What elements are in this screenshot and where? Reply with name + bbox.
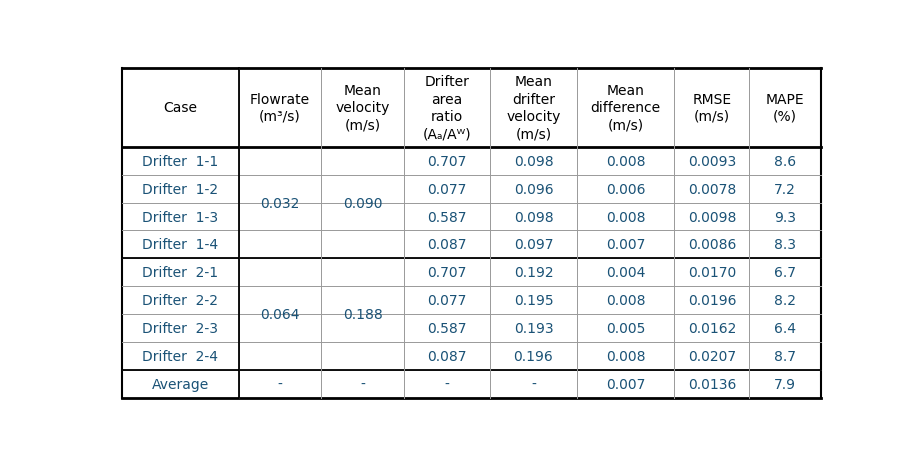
Text: 8.7: 8.7 <box>774 349 795 363</box>
Text: 0.196: 0.196 <box>513 349 552 363</box>
Text: 8.6: 8.6 <box>773 154 795 168</box>
Text: 6.4: 6.4 <box>774 321 795 335</box>
Text: Drifter  1-4: Drifter 1-4 <box>142 238 218 252</box>
Text: Drifter  1-1: Drifter 1-1 <box>142 154 218 168</box>
Text: 0.007: 0.007 <box>606 377 644 391</box>
Text: 0.008: 0.008 <box>605 154 644 168</box>
Text: 0.192: 0.192 <box>513 266 552 280</box>
Text: Drifter
area
ratio
(Aₐ/Aᵂ): Drifter area ratio (Aₐ/Aᵂ) <box>423 75 471 141</box>
Text: 0.0078: 0.0078 <box>687 182 735 196</box>
Text: 0.005: 0.005 <box>606 321 644 335</box>
Text: 0.0207: 0.0207 <box>687 349 735 363</box>
Text: Drifter  2-4: Drifter 2-4 <box>142 349 218 363</box>
Text: 0.193: 0.193 <box>513 321 552 335</box>
Text: -: - <box>530 377 536 391</box>
Text: 0.006: 0.006 <box>605 182 644 196</box>
Text: 0.0093: 0.0093 <box>687 154 735 168</box>
Text: 0.0196: 0.0196 <box>686 293 735 308</box>
Text: 0.0170: 0.0170 <box>687 266 735 280</box>
Text: 0.008: 0.008 <box>605 210 644 224</box>
Text: Drifter  2-2: Drifter 2-2 <box>142 293 218 308</box>
Text: MAPE
(%): MAPE (%) <box>765 92 803 124</box>
Text: Drifter  2-1: Drifter 2-1 <box>142 266 218 280</box>
Text: 0.587: 0.587 <box>426 321 466 335</box>
Text: 6.7: 6.7 <box>774 266 795 280</box>
Text: 9.3: 9.3 <box>774 210 795 224</box>
Text: 0.097: 0.097 <box>513 238 552 252</box>
Text: 0.707: 0.707 <box>427 266 466 280</box>
Text: Drifter  2-3: Drifter 2-3 <box>142 321 218 335</box>
Text: 0.004: 0.004 <box>606 266 644 280</box>
Text: 0.098: 0.098 <box>513 154 552 168</box>
Text: Drifter  1-2: Drifter 1-2 <box>142 182 218 196</box>
Text: -: - <box>278 377 282 391</box>
Text: 0.0136: 0.0136 <box>687 377 735 391</box>
Text: -: - <box>444 377 449 391</box>
Text: 8.3: 8.3 <box>774 238 795 252</box>
Text: 0.0162: 0.0162 <box>687 321 735 335</box>
Text: 7.2: 7.2 <box>774 182 795 196</box>
Text: 0.087: 0.087 <box>426 349 466 363</box>
Text: Case: Case <box>164 101 198 115</box>
Text: Mean
drifter
velocity
(m/s): Mean drifter velocity (m/s) <box>505 75 560 141</box>
Text: 7.9: 7.9 <box>774 377 795 391</box>
Text: 0.007: 0.007 <box>606 238 644 252</box>
Text: Flowrate
(m³/s): Flowrate (m³/s) <box>250 92 310 124</box>
Text: 0.0098: 0.0098 <box>687 210 735 224</box>
Text: 0.587: 0.587 <box>426 210 466 224</box>
Text: 0.032: 0.032 <box>260 196 300 210</box>
Text: Drifter  1-3: Drifter 1-3 <box>142 210 218 224</box>
Text: 8.2: 8.2 <box>774 293 795 308</box>
Text: 0.008: 0.008 <box>605 349 644 363</box>
Text: Average: Average <box>152 377 209 391</box>
Text: 0.098: 0.098 <box>513 210 552 224</box>
Text: 0.064: 0.064 <box>260 308 300 321</box>
Text: Mean
velocity
(m/s): Mean velocity (m/s) <box>335 84 390 132</box>
Text: 0.087: 0.087 <box>426 238 466 252</box>
Text: RMSE
(m/s): RMSE (m/s) <box>692 92 731 124</box>
Text: 0.090: 0.090 <box>343 196 382 210</box>
Text: 0.195: 0.195 <box>513 293 552 308</box>
Text: 0.008: 0.008 <box>605 293 644 308</box>
Text: 0.077: 0.077 <box>427 293 466 308</box>
Text: 0.077: 0.077 <box>427 182 466 196</box>
Text: 0.188: 0.188 <box>342 308 382 321</box>
Text: -: - <box>359 377 365 391</box>
Text: 0.096: 0.096 <box>513 182 552 196</box>
Text: Mean
difference
(m/s): Mean difference (m/s) <box>590 84 660 132</box>
Text: 0.0086: 0.0086 <box>687 238 735 252</box>
Text: 0.707: 0.707 <box>427 154 466 168</box>
